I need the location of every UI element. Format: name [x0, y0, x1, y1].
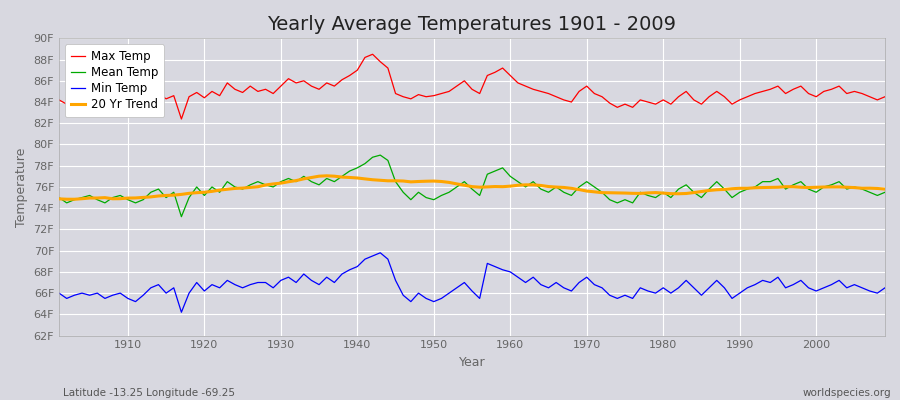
- Mean Temp: [374, 153, 385, 158]
- Mean Temp: [115, 193, 126, 198]
- Min Temp: [337, 272, 347, 276]
- Mean Temp: [176, 214, 187, 219]
- X-axis label: Year: Year: [459, 356, 485, 369]
- Min Temp: [115, 291, 126, 296]
- Min Temp: [176, 310, 187, 315]
- 20 Yr Trend: [321, 174, 332, 178]
- Line: Mean Temp: Mean Temp: [59, 155, 885, 217]
- Min Temp: [612, 296, 623, 301]
- Max Temp: [54, 98, 65, 102]
- Text: worldspecies.org: worldspecies.org: [803, 388, 891, 398]
- Text: Latitude -13.25 Longitude -69.25: Latitude -13.25 Longitude -69.25: [63, 388, 235, 398]
- Max Temp: [512, 80, 523, 85]
- Max Temp: [291, 80, 302, 85]
- Mean Temp: [512, 179, 523, 184]
- Max Temp: [176, 117, 187, 122]
- Max Temp: [115, 101, 126, 106]
- Min Temp: [512, 275, 523, 280]
- Mean Temp: [291, 179, 302, 184]
- Legend: Max Temp, Mean Temp, Min Temp, 20 Yr Trend: Max Temp, Mean Temp, Min Temp, 20 Yr Tre…: [65, 44, 164, 117]
- Min Temp: [291, 280, 302, 285]
- 20 Yr Trend: [612, 190, 623, 195]
- Y-axis label: Temperature: Temperature: [15, 147, 28, 227]
- Mean Temp: [337, 174, 347, 179]
- Max Temp: [520, 84, 531, 88]
- Min Temp: [520, 280, 531, 285]
- Mean Temp: [879, 190, 890, 195]
- Min Temp: [879, 286, 890, 290]
- Max Temp: [612, 105, 623, 110]
- 20 Yr Trend: [54, 196, 65, 201]
- 20 Yr Trend: [345, 175, 356, 180]
- Mean Temp: [612, 200, 623, 205]
- Max Temp: [337, 77, 347, 82]
- Line: Min Temp: Min Temp: [59, 253, 885, 312]
- Min Temp: [54, 291, 65, 296]
- Line: Max Temp: Max Temp: [59, 54, 885, 119]
- 20 Yr Trend: [512, 183, 523, 188]
- Title: Yearly Average Temperatures 1901 - 2009: Yearly Average Temperatures 1901 - 2009: [267, 15, 677, 34]
- Mean Temp: [54, 195, 65, 200]
- Max Temp: [367, 52, 378, 57]
- Line: 20 Yr Trend: 20 Yr Trend: [59, 176, 885, 199]
- Max Temp: [879, 94, 890, 99]
- 20 Yr Trend: [291, 178, 302, 183]
- 20 Yr Trend: [520, 182, 531, 187]
- Mean Temp: [520, 184, 531, 189]
- 20 Yr Trend: [122, 196, 133, 200]
- 20 Yr Trend: [69, 197, 80, 202]
- 20 Yr Trend: [879, 187, 890, 192]
- Min Temp: [374, 250, 385, 255]
